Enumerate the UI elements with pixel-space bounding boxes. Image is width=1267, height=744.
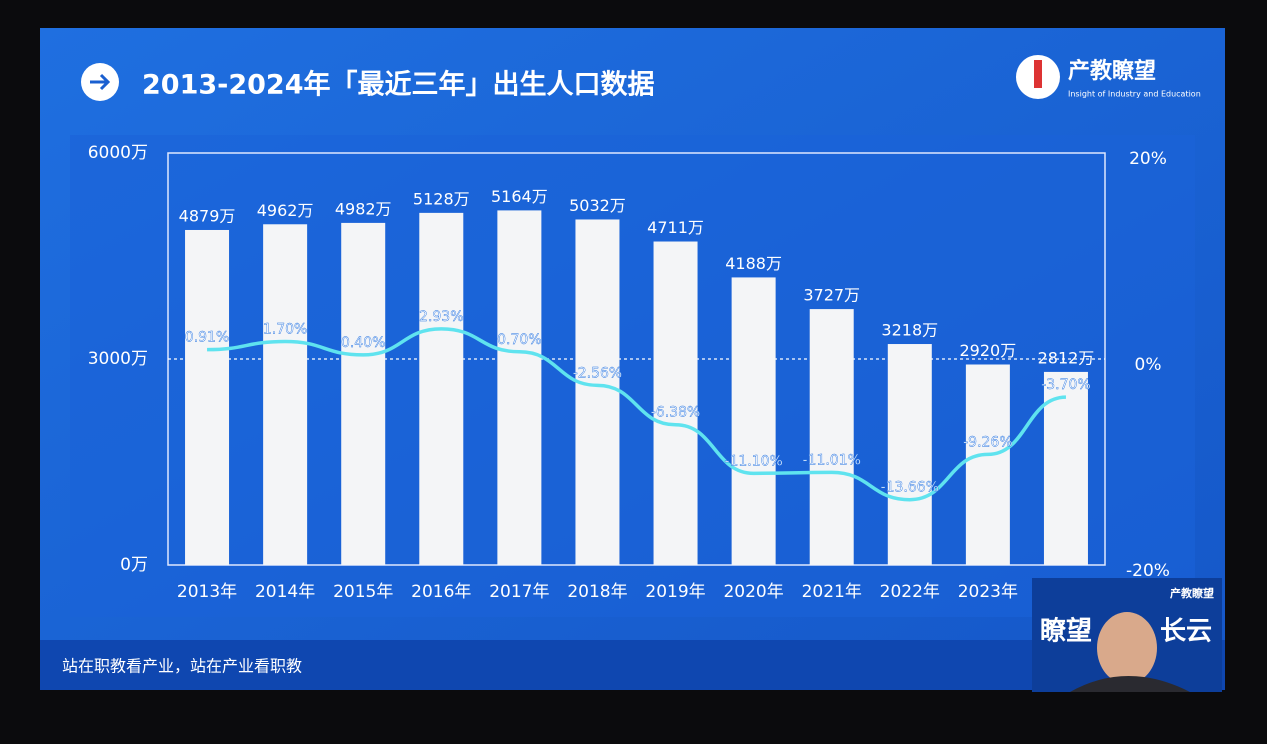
bar-value-label: 2920万 bbox=[960, 341, 1017, 360]
y2-tick-label: 0% bbox=[1135, 355, 1162, 375]
bar-value-label: 5032万 bbox=[569, 196, 626, 215]
growth-line bbox=[207, 327, 1067, 502]
x-tick-label: 2021年 bbox=[802, 582, 862, 602]
bar-value-label: 3218万 bbox=[881, 321, 938, 340]
bar-value-label: 5128万 bbox=[413, 189, 470, 208]
chart-panel bbox=[70, 135, 1195, 617]
logo-lighthouse bbox=[1034, 60, 1042, 88]
footer-bar bbox=[40, 640, 1225, 690]
webcam-name-left: 瞭望 bbox=[1040, 617, 1092, 647]
bar-value-label: 5164万 bbox=[491, 187, 548, 206]
bar bbox=[419, 212, 464, 566]
y2-tick-label: 20% bbox=[1129, 149, 1167, 169]
footer-text: 站在职教看产业，站在产业看职教 bbox=[62, 657, 302, 676]
title: 2013-2024年「最近三年」出生人口数据 bbox=[142, 69, 655, 101]
plot: 0万 3000万 6000万 -20% 0% 20% 2013年 2014年 2015年 2016… bbox=[88, 143, 1170, 602]
bar bbox=[263, 224, 308, 565]
webcam: 产教瞭望 瞭望 长云 bbox=[1032, 578, 1222, 692]
y-tick-label: 0万 bbox=[120, 555, 148, 575]
webcam-body bbox=[1070, 676, 1190, 692]
logo-subtitle: Insight of Industry and Education bbox=[1068, 90, 1201, 99]
arrow-glyph bbox=[90, 73, 111, 91]
bar bbox=[965, 364, 1010, 565]
x-tick-label: 2013年 bbox=[177, 582, 237, 602]
line-value-label: -11.01% bbox=[802, 452, 860, 468]
bar bbox=[185, 229, 230, 565]
x-tick-label: 2023年 bbox=[958, 582, 1018, 602]
bar bbox=[809, 309, 854, 565]
line-value-label: 2.93% bbox=[419, 309, 463, 325]
line-value-label: 0.91% bbox=[185, 330, 229, 346]
y-tick-label: 6000万 bbox=[88, 143, 148, 163]
bar-value-label: 2812万 bbox=[1038, 348, 1095, 367]
line-value-label: 1.70% bbox=[263, 321, 307, 337]
line-value-label: 0.70% bbox=[497, 332, 541, 348]
x-tick-label: 2016年 bbox=[411, 582, 471, 602]
bar-value-label: 4711万 bbox=[647, 218, 704, 237]
line-value-label: -2.56% bbox=[573, 365, 623, 381]
y-tick-label: 3000万 bbox=[88, 349, 148, 369]
line-value-label: -6.38% bbox=[651, 405, 701, 421]
x-tick-label: 2015年 bbox=[333, 582, 393, 602]
webcam-name-right: 长云 bbox=[1160, 617, 1212, 647]
bar bbox=[887, 344, 932, 565]
bar bbox=[575, 219, 620, 565]
line-value-label: 0.40% bbox=[341, 335, 385, 351]
bar bbox=[1043, 371, 1088, 565]
x-tick-label: 2019年 bbox=[645, 582, 705, 602]
webcam-face bbox=[1097, 612, 1157, 684]
bar-value-label: 4982万 bbox=[335, 199, 392, 218]
bar bbox=[731, 277, 776, 565]
x-tick-label: 2014年 bbox=[255, 582, 315, 602]
bar-value-label: 4962万 bbox=[257, 201, 314, 220]
line-value-label: -13.66% bbox=[881, 480, 939, 496]
y2-tick-label: -20% bbox=[1126, 561, 1170, 581]
bar-value-label: 3727万 bbox=[803, 286, 860, 305]
bar bbox=[341, 222, 386, 566]
x-tick-label: 2020年 bbox=[723, 582, 783, 602]
bar bbox=[497, 210, 542, 565]
line-value-label: -9.26% bbox=[963, 434, 1013, 450]
x-tick-label: 2022年 bbox=[880, 582, 940, 602]
x-tick-label: 2017年 bbox=[489, 582, 549, 602]
bar-value-label: 4879万 bbox=[179, 206, 236, 225]
line-value-label: -11.10% bbox=[724, 453, 782, 469]
logo-text: 产教瞭望 bbox=[1068, 58, 1156, 84]
bar-value-label: 4188万 bbox=[725, 254, 782, 273]
webcam-logo: 产教瞭望 bbox=[1170, 586, 1214, 600]
bar bbox=[653, 241, 698, 565]
line-value-label: -3.70% bbox=[1041, 377, 1091, 393]
x-tick-label: 2018年 bbox=[567, 582, 627, 602]
